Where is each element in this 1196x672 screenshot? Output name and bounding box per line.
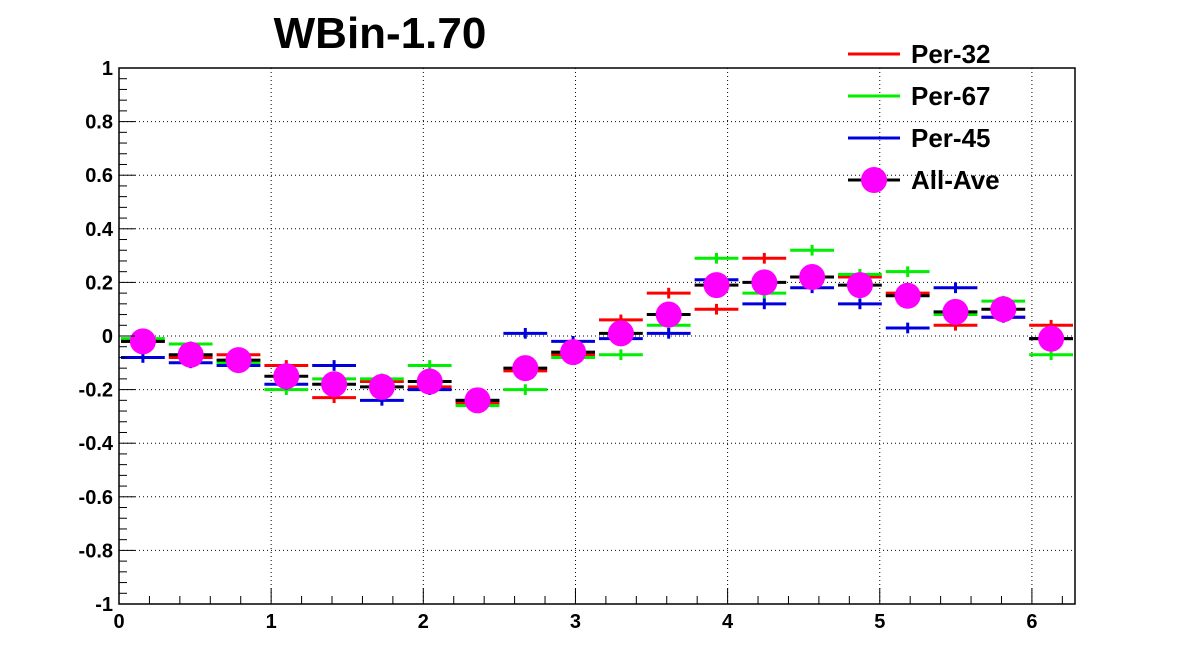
average-marker xyxy=(1038,325,1065,352)
average-marker xyxy=(990,296,1017,323)
x-tick-label: 0 xyxy=(113,611,124,633)
x-tick-label: 2 xyxy=(418,611,429,633)
data-point xyxy=(790,264,834,291)
average-marker xyxy=(416,368,443,395)
data-point xyxy=(1029,325,1073,352)
average-marker xyxy=(464,387,491,414)
data-point xyxy=(981,296,1026,323)
y-tick-label: 0.6 xyxy=(85,165,113,187)
legend-entry: Per-32 xyxy=(848,39,991,69)
data-point xyxy=(885,266,930,278)
y-tick-label: -1 xyxy=(95,594,113,616)
legend-label: All-Ave xyxy=(911,165,1000,195)
data-point xyxy=(360,373,404,400)
average-marker xyxy=(273,363,300,390)
data-layer xyxy=(121,244,1073,414)
data-point xyxy=(503,384,548,395)
data-point xyxy=(503,327,548,339)
legend-entry: Per-45 xyxy=(848,123,991,153)
average-marker xyxy=(655,301,682,328)
data-point xyxy=(933,298,978,325)
data-point xyxy=(838,272,882,299)
legend-entry: All-Ave xyxy=(848,165,1000,195)
legend-label: Per-45 xyxy=(911,123,991,153)
data-point xyxy=(121,328,165,355)
chart-title: WBin-1.70 xyxy=(274,9,487,58)
average-marker xyxy=(751,269,778,296)
average-marker xyxy=(321,371,348,398)
data-point xyxy=(551,339,595,366)
x-tick-label: 1 xyxy=(266,611,277,633)
legend-symbol-marker xyxy=(861,167,887,193)
average-marker xyxy=(942,298,969,325)
data-point xyxy=(646,301,691,328)
y-tick-label: -0.6 xyxy=(79,487,113,509)
data-point xyxy=(694,272,739,299)
average-marker xyxy=(894,282,921,309)
y-tick-label: 0.2 xyxy=(85,272,113,294)
x-tick-label: 6 xyxy=(1026,611,1037,633)
data-point xyxy=(885,322,930,334)
data-point xyxy=(885,282,930,309)
data-point xyxy=(646,287,691,299)
data-point xyxy=(216,347,261,374)
y-tick-label: 0 xyxy=(102,326,113,348)
data-point xyxy=(790,244,834,256)
data-point xyxy=(455,387,500,414)
data-point xyxy=(742,298,787,310)
data-point xyxy=(503,355,548,382)
average-marker xyxy=(703,272,730,299)
data-point xyxy=(599,349,643,361)
x-tick-label: 3 xyxy=(570,611,581,633)
average-marker xyxy=(368,373,395,400)
y-tick-label: -0.4 xyxy=(79,433,114,455)
data-point xyxy=(838,298,882,310)
data-point xyxy=(694,252,739,264)
data-point xyxy=(264,363,309,390)
average-marker xyxy=(799,264,826,291)
grid-lines xyxy=(119,68,1075,604)
average-marker xyxy=(560,339,587,366)
legend: Per-32 Per-67 Per-45 All-Ave xyxy=(848,39,1000,195)
legend-label: Per-67 xyxy=(911,81,991,111)
data-point xyxy=(312,371,356,398)
data-point xyxy=(168,341,213,368)
y-tick-label: -0.2 xyxy=(79,380,113,402)
average-marker xyxy=(177,341,204,368)
y-tick-label: 0.8 xyxy=(85,112,113,134)
data-point xyxy=(646,327,691,339)
average-marker xyxy=(225,347,252,374)
data-point xyxy=(407,368,452,395)
data-point xyxy=(742,252,787,264)
average-marker xyxy=(129,328,156,355)
average-marker xyxy=(607,320,634,347)
y-tick-label: -0.8 xyxy=(79,540,113,562)
average-marker xyxy=(512,355,539,382)
data-point xyxy=(742,269,787,296)
x-tick-label: 5 xyxy=(874,611,885,633)
y-tick-label: 1 xyxy=(102,58,113,80)
data-point xyxy=(599,320,643,347)
y-tick-label: 0.4 xyxy=(85,219,114,241)
data-point xyxy=(312,360,356,371)
average-marker xyxy=(846,272,873,299)
x-tick-label: 4 xyxy=(722,611,734,633)
data-point xyxy=(694,303,739,315)
legend-label: Per-32 xyxy=(911,39,991,69)
legend-entry: Per-67 xyxy=(848,81,991,111)
data-point xyxy=(933,282,978,294)
axes: -1 -0.8 -0.6 -0.4 -0.2 0 0.2 0.4 0.6 0.8 1 0 1 2 3 4 5 6 xyxy=(79,58,1063,633)
